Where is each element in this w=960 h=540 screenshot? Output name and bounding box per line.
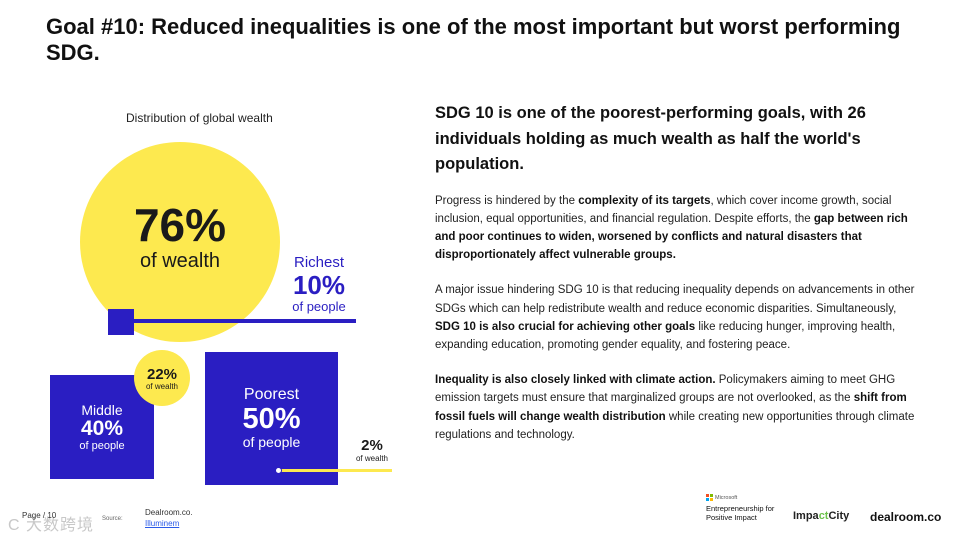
p3-bold-c: shift from fossil fuels will change weal…	[435, 392, 907, 423]
source-illuminem-link[interactable]: Illuminem	[145, 519, 180, 528]
richest-wealth-sub: of wealth	[139, 250, 221, 272]
text-column: SDG 10 is one of the poorest-performing …	[435, 101, 915, 461]
middle-people-sub: of people	[79, 440, 125, 452]
paragraph-1: Progress is hindered by the complexity o…	[435, 192, 915, 265]
richest-label: Richest	[293, 254, 345, 271]
middle-wealth-pct: 22%	[146, 366, 178, 383]
p2-bold-b: SDG 10 is also crucial for achieving oth…	[435, 320, 696, 333]
poorest-people-sub: of people	[242, 434, 301, 450]
richest-connector-line	[134, 319, 356, 323]
section-headline: SDG 10 is one of the poorest-performing …	[435, 104, 866, 173]
poorest-wealth-dot	[275, 467, 282, 474]
middle-people-square: Middle 40% of people	[50, 375, 154, 479]
richest-people-label-group: Richest 10% of people	[282, 254, 356, 314]
middle-wealth-sub: of wealth	[145, 382, 179, 391]
poorest-wealth-pct: 2%	[361, 437, 383, 454]
source-dealroom: Dealroom.co.	[145, 508, 193, 517]
microsoft-logo-row: Microsoft	[706, 494, 796, 501]
richest-wealth-circle	[80, 142, 280, 342]
impactcity-logo: ImpactCity	[793, 510, 849, 522]
microsoft-logo-icon	[706, 494, 713, 501]
impactcity-part-c: City	[828, 510, 850, 522]
impactcity-part-b: ct	[818, 510, 829, 522]
p1-text-a: Progress is hindered by the	[435, 194, 579, 207]
richest-people-square	[108, 309, 134, 335]
infographic-label: Distribution of global wealth	[126, 111, 273, 125]
p2-text-a: A major issue hindering SDG 10 is that r…	[435, 284, 915, 315]
poorest-connector-line	[278, 469, 392, 472]
middle-label: Middle	[81, 402, 123, 418]
richest-wealth-pct: 76%	[133, 199, 227, 251]
poorest-wealth-label-group: 2% of wealth	[350, 438, 394, 464]
richest-people-pct: 10%	[292, 270, 346, 300]
source-label: Source:	[102, 516, 123, 522]
poorest-people-square: Poorest 50% of people	[205, 352, 338, 485]
watermark: C 大数跨境	[8, 517, 95, 534]
poorest-wealth-sub: of wealth	[355, 454, 389, 463]
p2-text-c: like reducing hunger, improving health, …	[435, 320, 896, 351]
page-title: Goal #10: Reduced inequalities is one of…	[46, 14, 901, 65]
dealroom-logo: dealroom.co	[870, 510, 942, 524]
middle-wealth-circle: 22% of wealth	[134, 350, 190, 406]
wealth-distribution-infographic: Distribution of global wealth 76% of wea…	[0, 100, 420, 500]
source-list: Dealroom.co. Illuminem	[145, 507, 193, 529]
microsoft-program-logo: Microsoft Entrepreneurship for Positive …	[706, 494, 796, 522]
poorest-label: Poorest	[243, 386, 300, 403]
paragraph-3: Inequality is also closely linked with c…	[435, 371, 915, 444]
p3-bold-a: Inequality is also closely linked with c…	[435, 374, 716, 387]
p3-text-d: while creating new opportunities through…	[435, 410, 915, 441]
microsoft-wordmark: Microsoft	[715, 494, 738, 501]
p1-bold-b: complexity of its targets	[578, 194, 711, 207]
microsoft-program-text: Entrepreneurship for Positive Impact	[706, 504, 775, 522]
middle-people-pct: 40%	[80, 417, 124, 440]
page-number: Page / 10	[22, 511, 57, 520]
richest-people-sub: of people	[292, 299, 346, 314]
p3-text-b: Policymakers aiming to meet GHG emission…	[435, 374, 896, 405]
impactcity-part-a: Impa	[793, 510, 819, 522]
p1-text-c: , which cover income growth, social incl…	[435, 194, 892, 225]
paragraph-2: A major issue hindering SDG 10 is that r…	[435, 281, 915, 354]
p1-bold-d: gap between rich and poor continues to w…	[435, 212, 908, 262]
poorest-people-pct: 50%	[242, 403, 301, 435]
